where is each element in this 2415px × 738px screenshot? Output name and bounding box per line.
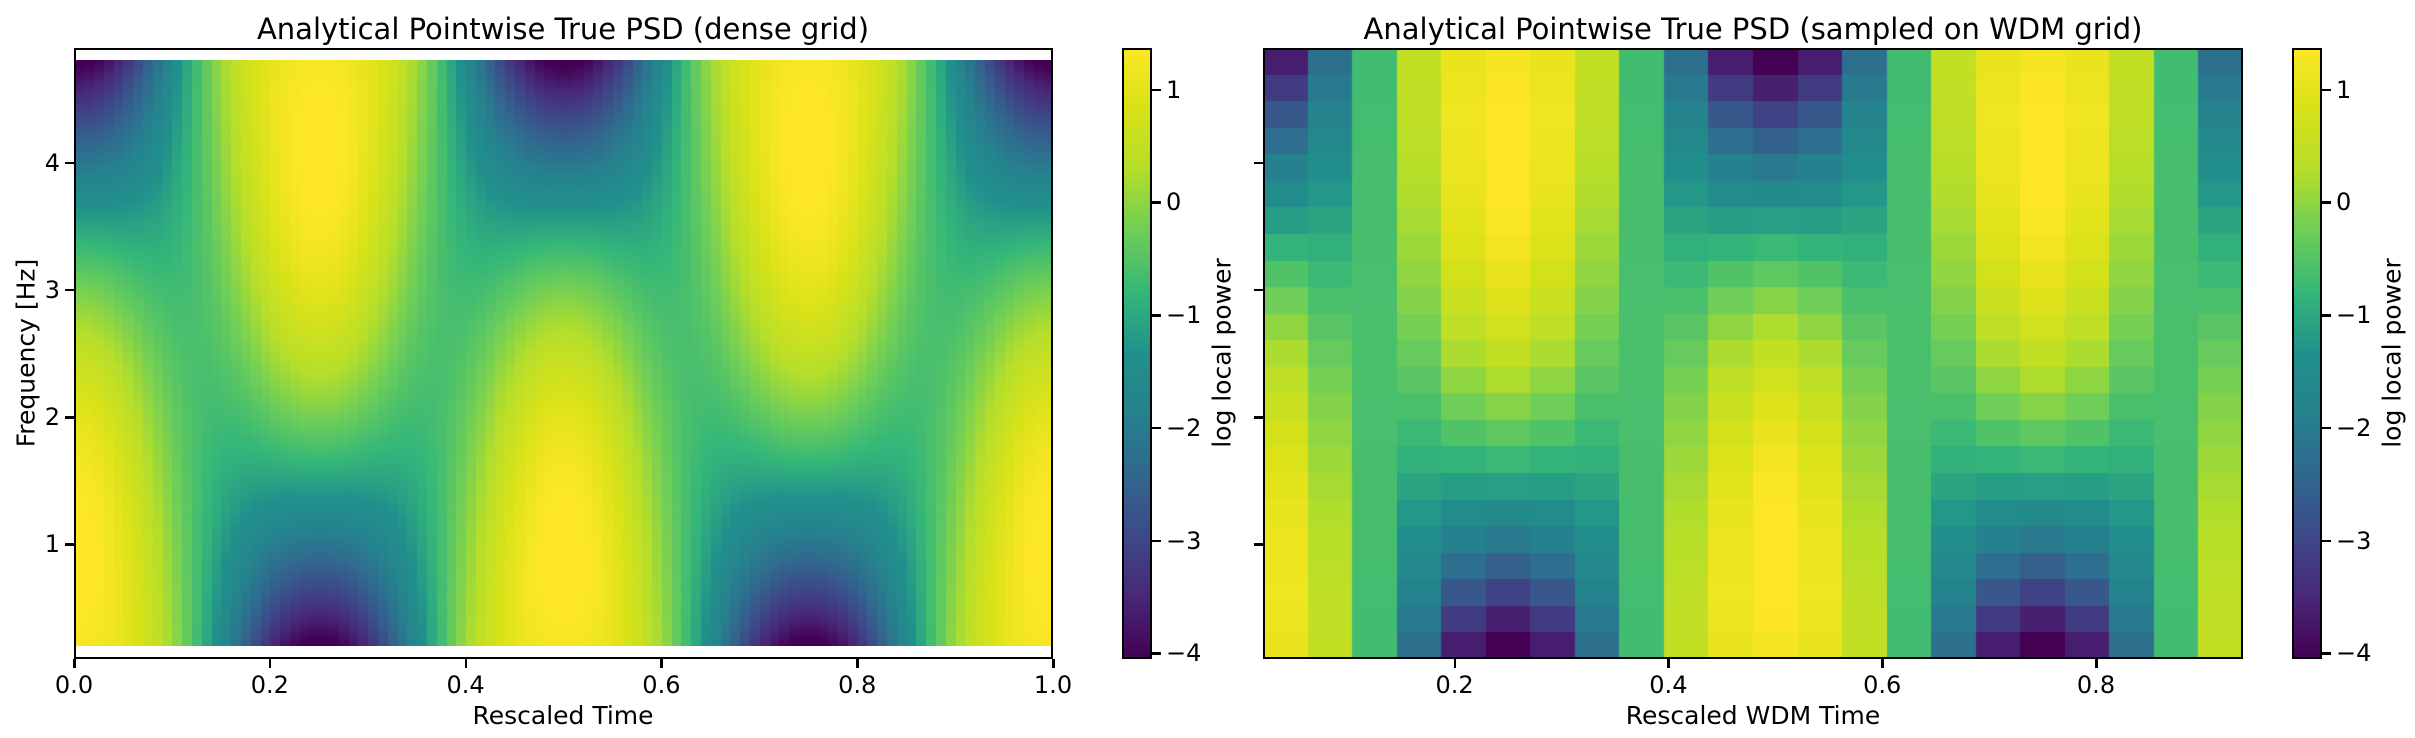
colorbar-label-right: log local power	[2377, 258, 2407, 448]
x-axis-label-left: Rescaled Time	[472, 701, 654, 730]
x-tick-mark	[268, 659, 272, 668]
x-tick-label: 0.6	[642, 671, 681, 699]
colorbar-tick-mark	[2322, 314, 2331, 317]
y-tick-mark	[1254, 288, 1263, 292]
colorbar-tick-mark	[1152, 426, 1161, 430]
y-tick-mark	[1254, 416, 1263, 419]
colorbar-tick-label: 0	[1166, 188, 1182, 217]
x-axis-label-right: Rescaled WDM Time	[1625, 701, 1881, 730]
colorbar-tick-label: −1	[1166, 301, 1202, 330]
y-tick-label: 4	[44, 148, 60, 177]
colorbar-tick-label: 1	[2336, 75, 2352, 104]
x-tick-label: 0.4	[1649, 671, 1688, 699]
colorbar-tick-label: −2	[1166, 413, 1202, 442]
left-axes-frame	[74, 48, 1053, 659]
x-tick-mark	[1881, 659, 1884, 668]
x-tick-label: 0.8	[2076, 671, 2116, 699]
left-colorbar	[1122, 48, 1152, 659]
y-tick-mark	[1254, 543, 1263, 546]
colorbar-tick-label: −4	[1166, 639, 1202, 668]
y-tick-label: 1	[44, 530, 60, 559]
y-tick-label: 2	[44, 403, 60, 432]
right-axes-frame	[1263, 48, 2243, 659]
colorbar-tick-mark	[2322, 88, 2331, 92]
x-tick-mark	[856, 659, 859, 668]
y-tick-mark	[65, 543, 74, 546]
x-tick-label: 0.4	[446, 671, 485, 699]
y-tick-mark	[65, 288, 74, 292]
colorbar-tick-mark	[2322, 201, 2331, 204]
y-tick-mark	[65, 161, 74, 165]
colorbar-tick-label: −2	[2336, 413, 2372, 442]
left-plot-title: Analytical Pointwise True PSD (dense gri…	[256, 12, 870, 46]
dense-psd-heatmap	[74, 60, 1053, 646]
y-tick-label: 3	[44, 275, 60, 304]
colorbar-tick-label: −3	[2336, 526, 2372, 555]
colorbar-label-left: log local power	[1207, 258, 1237, 448]
x-tick-mark	[2095, 659, 2098, 668]
colorbar-tick-mark	[2322, 426, 2331, 430]
y-axis-label: Frequency [Hz]	[11, 258, 41, 448]
x-tick-label: 0.2	[250, 671, 289, 699]
y-tick-mark	[65, 416, 74, 419]
x-tick-mark	[464, 659, 468, 668]
colorbar-tick-mark	[1152, 201, 1161, 204]
x-tick-mark	[1052, 659, 1055, 668]
colorbar-tick-mark	[2322, 539, 2331, 543]
x-tick-mark	[660, 659, 663, 668]
colorbar-tick-mark	[1152, 314, 1161, 317]
x-tick-label: 0.0	[54, 671, 94, 699]
colorbar-tick-label: −3	[1166, 526, 1202, 555]
colorbar-tick-label: 1	[1166, 75, 1182, 104]
x-tick-label: 0.2	[1435, 671, 1474, 699]
right-plot-title: Analytical Pointwise True PSD (sampled o…	[1363, 12, 2143, 46]
left-colorbar-frame	[1122, 48, 1152, 659]
y-tick-mark	[1254, 161, 1263, 165]
colorbar-tick-label: 0	[2336, 188, 2352, 217]
colorbar-tick-label: −1	[2336, 301, 2372, 330]
colorbar-tick-mark	[1152, 88, 1161, 92]
x-tick-mark	[73, 659, 76, 668]
x-tick-label: 0.6	[1863, 671, 1902, 699]
colorbar-tick-label: −4	[2336, 639, 2372, 668]
right-colorbar-frame	[2292, 48, 2322, 659]
colorbar-tick-mark	[1152, 652, 1161, 655]
wdm-psd-heatmap	[1263, 48, 2243, 659]
x-tick-mark	[1667, 659, 1670, 668]
colorbar-tick-mark	[1152, 539, 1161, 543]
colorbar-tick-mark	[2322, 652, 2331, 655]
right-colorbar	[2292, 48, 2322, 659]
x-tick-label: 0.8	[838, 671, 877, 699]
x-tick-mark	[1453, 659, 1457, 668]
x-tick-label: 1.0	[1033, 671, 1073, 699]
